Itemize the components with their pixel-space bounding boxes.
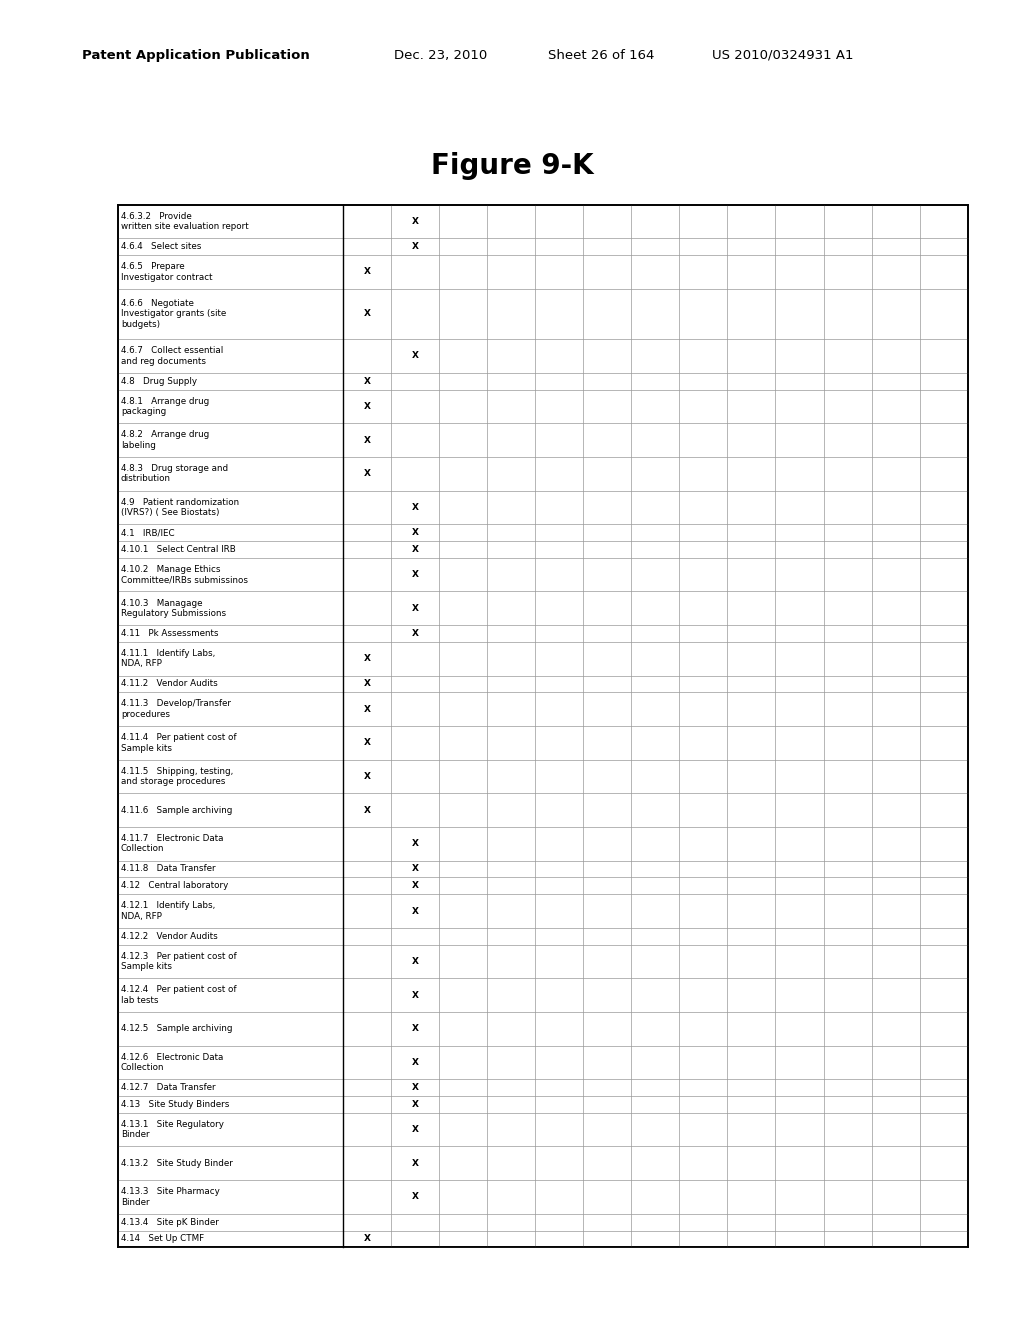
- Text: 4.12   Central laboratory: 4.12 Central laboratory: [121, 882, 228, 890]
- Text: 4.11.6   Sample archiving: 4.11.6 Sample archiving: [121, 805, 232, 814]
- Text: 4.13.2   Site Study Binder: 4.13.2 Site Study Binder: [121, 1159, 232, 1168]
- Text: 4.11.8   Data Transfer: 4.11.8 Data Transfer: [121, 865, 215, 874]
- Text: X: X: [412, 1024, 419, 1034]
- Text: 4.11.7   Electronic Data
Collection: 4.11.7 Electronic Data Collection: [121, 834, 223, 854]
- Text: X: X: [364, 376, 371, 385]
- Text: 4.12.7   Data Transfer: 4.12.7 Data Transfer: [121, 1084, 215, 1092]
- Text: 4.11.1   Identify Labs,
NDA, RFP: 4.11.1 Identify Labs, NDA, RFP: [121, 649, 215, 668]
- Text: 4.13.4   Site pK Binder: 4.13.4 Site pK Binder: [121, 1217, 219, 1226]
- Text: X: X: [412, 503, 419, 512]
- Text: 4.8.2   Arrange drug
labeling: 4.8.2 Arrange drug labeling: [121, 430, 209, 450]
- Text: X: X: [412, 957, 419, 966]
- Text: 4.12.2   Vendor Audits: 4.12.2 Vendor Audits: [121, 932, 217, 941]
- Text: 4.6.4   Select sites: 4.6.4 Select sites: [121, 242, 201, 251]
- Text: X: X: [364, 738, 371, 747]
- Text: 4.9   Patient randomization
(IVRS?) ( See Biostats): 4.9 Patient randomization (IVRS?) ( See …: [121, 498, 239, 517]
- Text: X: X: [364, 469, 371, 478]
- Text: Figure 9-K: Figure 9-K: [431, 152, 593, 180]
- Text: 4.11.4   Per patient cost of
Sample kits: 4.11.4 Per patient cost of Sample kits: [121, 733, 237, 752]
- Text: 4.11.2   Vendor Audits: 4.11.2 Vendor Audits: [121, 680, 217, 689]
- Text: 4.11.3   Develop/Transfer
procedures: 4.11.3 Develop/Transfer procedures: [121, 700, 230, 719]
- Text: X: X: [364, 772, 371, 781]
- Text: X: X: [364, 309, 371, 318]
- Text: X: X: [412, 1100, 419, 1109]
- Bar: [118, 205, 968, 1247]
- Text: X: X: [412, 840, 419, 849]
- Text: X: X: [364, 268, 371, 276]
- Text: X: X: [412, 528, 419, 537]
- Text: X: X: [412, 545, 419, 554]
- Text: 4.12.4   Per patient cost of
lab tests: 4.12.4 Per patient cost of lab tests: [121, 986, 237, 1005]
- Text: X: X: [412, 1057, 419, 1067]
- Text: 4.10.3   Managage
Regulatory Submissions: 4.10.3 Managage Regulatory Submissions: [121, 598, 226, 618]
- Text: X: X: [412, 1084, 419, 1092]
- Text: 4.6.3.2   Provide
written site evaluation report: 4.6.3.2 Provide written site evaluation …: [121, 211, 249, 231]
- Text: 4.1   IRB/IEC: 4.1 IRB/IEC: [121, 528, 174, 537]
- Text: 4.12.5   Sample archiving: 4.12.5 Sample archiving: [121, 1024, 232, 1034]
- Text: X: X: [364, 655, 371, 663]
- Text: X: X: [412, 1159, 419, 1168]
- Text: 4.8   Drug Supply: 4.8 Drug Supply: [121, 376, 197, 385]
- Text: 4.12.3   Per patient cost of
Sample kits: 4.12.3 Per patient cost of Sample kits: [121, 952, 237, 972]
- Text: 4.13.3   Site Pharmacy
Binder: 4.13.3 Site Pharmacy Binder: [121, 1187, 219, 1206]
- Text: 4.13   Site Study Binders: 4.13 Site Study Binders: [121, 1100, 229, 1109]
- Text: X: X: [412, 1192, 419, 1201]
- Text: 4.10.1   Select Central IRB: 4.10.1 Select Central IRB: [121, 545, 236, 554]
- Text: Dec. 23, 2010: Dec. 23, 2010: [394, 49, 487, 62]
- Text: X: X: [412, 216, 419, 226]
- Text: X: X: [364, 705, 371, 714]
- Text: 4.12.6   Electronic Data
Collection: 4.12.6 Electronic Data Collection: [121, 1052, 223, 1072]
- Text: 4.14   Set Up CTMF: 4.14 Set Up CTMF: [121, 1234, 204, 1243]
- Text: X: X: [364, 1234, 371, 1243]
- Text: X: X: [412, 907, 419, 916]
- Text: X: X: [364, 436, 371, 445]
- Text: X: X: [412, 865, 419, 874]
- Text: Sheet 26 of 164: Sheet 26 of 164: [548, 49, 654, 62]
- Text: X: X: [412, 351, 419, 360]
- Text: X: X: [412, 630, 419, 638]
- Text: X: X: [412, 570, 419, 579]
- Text: X: X: [412, 990, 419, 999]
- Text: X: X: [412, 242, 419, 251]
- Text: X: X: [364, 401, 371, 411]
- Text: X: X: [412, 1125, 419, 1134]
- Text: 4.6.6   Negotiate
Investigator grants (site
budgets): 4.6.6 Negotiate Investigator grants (sit…: [121, 300, 226, 329]
- Text: X: X: [412, 882, 419, 890]
- Text: 4.11.5   Shipping, testing,
and storage procedures: 4.11.5 Shipping, testing, and storage pr…: [121, 767, 233, 787]
- Text: 4.10.2   Manage Ethics
Committee/IRBs submissinos: 4.10.2 Manage Ethics Committee/IRBs subm…: [121, 565, 248, 585]
- Text: US 2010/0324931 A1: US 2010/0324931 A1: [712, 49, 853, 62]
- Text: X: X: [364, 805, 371, 814]
- Text: X: X: [412, 603, 419, 612]
- Text: 4.6.7   Collect essential
and reg documents: 4.6.7 Collect essential and reg document…: [121, 346, 223, 366]
- Text: Patent Application Publication: Patent Application Publication: [82, 49, 309, 62]
- Text: 4.6.5   Prepare
Investigator contract: 4.6.5 Prepare Investigator contract: [121, 263, 212, 281]
- Text: 4.12.1   Identify Labs,
NDA, RFP: 4.12.1 Identify Labs, NDA, RFP: [121, 902, 215, 921]
- Text: X: X: [364, 680, 371, 689]
- Text: 4.13.1   Site Regulatory
Binder: 4.13.1 Site Regulatory Binder: [121, 1119, 223, 1139]
- Text: 4.8.1   Arrange drug
packaging: 4.8.1 Arrange drug packaging: [121, 397, 209, 416]
- Text: 4.8.3   Drug storage and
distribution: 4.8.3 Drug storage and distribution: [121, 465, 228, 483]
- Text: 4.11   Pk Assessments: 4.11 Pk Assessments: [121, 630, 218, 638]
